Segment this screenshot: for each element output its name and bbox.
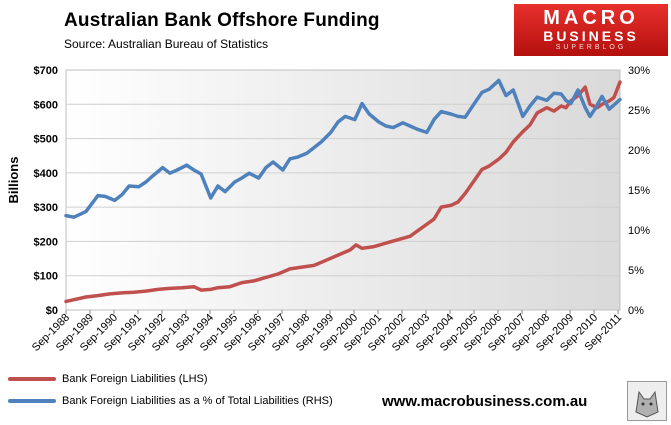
legend-swatch-blue xyxy=(8,399,56,404)
logo-line-2: BUSINESS xyxy=(543,28,639,44)
legend-item-foreign-liabilities: Bank Foreign Liabilities (LHS) xyxy=(8,373,208,385)
legend-label: Bank Foreign Liabilities as a % of Total… xyxy=(62,395,333,407)
y-right-tick-label: 20% xyxy=(628,145,650,157)
y-left-tick-label: $200 xyxy=(34,236,58,248)
y-right-tick-label: 15% xyxy=(628,185,650,197)
y-right-tick-label: 25% xyxy=(628,105,650,117)
legend-label: Bank Foreign Liabilities (LHS) xyxy=(62,373,208,385)
wolf-icon xyxy=(635,390,659,418)
legend-item-foreign-liabilities-pct: Bank Foreign Liabilities as a % of Total… xyxy=(8,395,333,407)
y-left-tick-label: $300 xyxy=(34,202,58,214)
y-axis-label: Billions xyxy=(6,157,21,204)
y-left-tick-label: $700 xyxy=(34,65,58,77)
chart-source: Source: Australian Bureau of Statistics xyxy=(64,37,269,51)
series-line-foreign-liabilities xyxy=(64,80,622,304)
logo-line-1: MACRO xyxy=(543,7,639,29)
y-left-tick-label: $500 xyxy=(34,134,58,146)
series-line-foreign-liabilities-pct xyxy=(64,78,622,219)
logo-line-3: SUPERBLOG xyxy=(555,44,627,51)
plot-area xyxy=(65,69,621,311)
macrobusiness-logo: MACRO BUSINESS SUPERBLOG xyxy=(514,4,668,56)
chart-title: Australian Bank Offshore Funding xyxy=(64,10,380,31)
website-url: www.macrobusiness.com.au xyxy=(382,393,588,410)
wolf-logo xyxy=(627,381,667,421)
y-right-tick-label: 10% xyxy=(628,225,650,237)
y-left-tick-label: $0 xyxy=(46,305,58,317)
y-left-tick-label: $100 xyxy=(34,271,58,283)
y-right-tick-label: 0% xyxy=(628,305,644,317)
y-left-tick-label: $600 xyxy=(34,99,58,111)
legend-swatch-red xyxy=(8,377,56,382)
y-left-tick-label: $400 xyxy=(34,168,58,180)
y-right-tick-label: 30% xyxy=(628,65,650,77)
y-right-tick-label: 5% xyxy=(628,265,644,277)
